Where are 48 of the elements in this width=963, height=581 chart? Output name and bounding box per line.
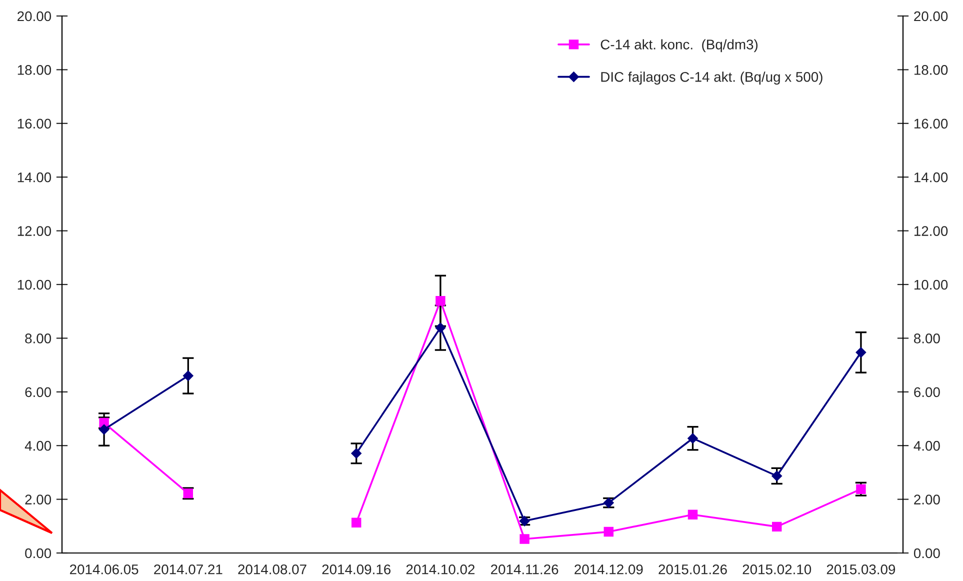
point bbox=[772, 522, 782, 532]
y2-tick-label: 4.00 bbox=[914, 440, 940, 451]
y-tick-label: 2.00 bbox=[25, 494, 52, 504]
x-tick-label: 2014.09.16 bbox=[322, 564, 390, 574]
point bbox=[856, 347, 866, 358]
y2-tick-label: 8.00 bbox=[914, 334, 940, 344]
y-tick-label: 4.00 bbox=[24, 440, 52, 451]
y-tick-label: 6.00 bbox=[25, 387, 52, 398]
y2-tick-label: 16.00 bbox=[914, 118, 948, 129]
y2-tick-label: 12.00 bbox=[914, 226, 948, 236]
point bbox=[688, 510, 698, 520]
y-tick-label: 20.00 bbox=[18, 11, 52, 22]
point bbox=[604, 526, 614, 537]
y2-tick-label: 18.00 bbox=[914, 65, 948, 75]
point bbox=[520, 534, 530, 544]
x-tick-label: 2015.03.09 bbox=[826, 564, 896, 574]
x-tick-label: 2014.06.05 bbox=[70, 564, 138, 574]
y2-tick-label: 6.00 bbox=[914, 387, 940, 398]
point bbox=[351, 448, 362, 458]
y-tick-label: 16.00 bbox=[18, 118, 52, 129]
y-tick-label: 18.00 bbox=[18, 65, 52, 75]
x-tick-label: 2014.08.07 bbox=[238, 564, 306, 574]
point bbox=[98, 424, 110, 435]
y-tick-label: 10.00 bbox=[18, 280, 52, 290]
point bbox=[183, 370, 194, 381]
y2-tick-label: 10.00 bbox=[914, 280, 948, 290]
x-tick-label: 2014.11.26 bbox=[491, 564, 558, 574]
y2-tick-label: 2.00 bbox=[914, 494, 940, 504]
y2-tick-label: 20.00 bbox=[914, 11, 948, 22]
y-tick-label: 14.00 bbox=[18, 172, 52, 182]
point bbox=[435, 322, 446, 333]
x-tick-label: 2014.12.09 bbox=[574, 564, 643, 574]
x-tick-label: 2015.01.26 bbox=[658, 564, 727, 574]
y-tick-label: 0.00 bbox=[25, 548, 52, 558]
point bbox=[772, 470, 782, 482]
x-tick-label: 2014.10.02 bbox=[406, 564, 475, 574]
y2-tick-label: 14.00 bbox=[914, 172, 948, 182]
point bbox=[436, 296, 446, 306]
point bbox=[688, 433, 698, 444]
legend-label: C-14 akt. konc. (Bq/dm3) bbox=[600, 39, 758, 52]
y-tick-label: 8.00 bbox=[25, 334, 52, 344]
point bbox=[856, 484, 866, 494]
x-tick-label: 2014.07.21 bbox=[154, 564, 222, 574]
y2-tick-label: 0.00 bbox=[914, 548, 940, 558]
y-tick-label: 12.00 bbox=[18, 226, 52, 236]
point bbox=[351, 518, 362, 528]
legend-label: DIC fajlagos C-14 akt. (Bq/ug x 500) bbox=[601, 72, 822, 85]
x-tick-label: 2015.02.10 bbox=[742, 564, 812, 574]
